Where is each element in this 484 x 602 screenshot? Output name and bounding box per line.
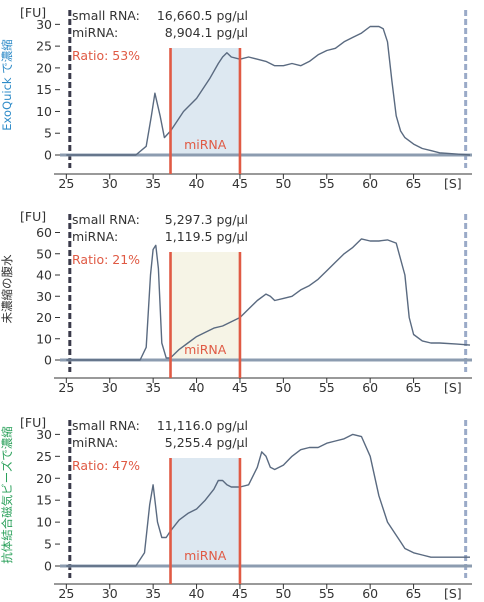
annotation-label: small RNA: [72, 418, 140, 433]
x-unit-label: [S] [444, 586, 462, 601]
y-tick-label: 0 [44, 559, 52, 574]
y-tick-label: 10 [36, 104, 52, 119]
annotation-label: small RNA: [72, 212, 140, 227]
annotation-value: 5,297.3 pg/μl [165, 212, 248, 227]
annotation-value: 5,255.4 pg/μl [165, 435, 248, 450]
electropherogram-trace [66, 433, 470, 567]
electropherogram-trace [66, 25, 471, 156]
y-tick-label: 20 [36, 471, 52, 486]
y-tick-label: 0 [44, 353, 52, 368]
x-tick-label: 25 [58, 380, 74, 395]
annotation-value: 16,660.5 pg/μl [157, 8, 248, 23]
x-tick-label: 40 [189, 380, 205, 395]
annotation-label: small RNA: [72, 8, 140, 23]
annotation-label: miRNA: [72, 435, 118, 450]
x-tick-label: 40 [189, 586, 205, 601]
x-unit-label: [S] [444, 176, 462, 191]
y-tick-label: 20 [36, 60, 52, 75]
y-tick-label: 0 [44, 148, 52, 163]
annotation-value: 1,119.5 pg/μl [165, 229, 248, 244]
x-tick-label: 55 [319, 380, 335, 395]
mirna-window-label: miRNA [184, 548, 227, 563]
sample-side-label: 未濃縮の腹水 [0, 254, 14, 323]
mirna-window-label: miRNA [184, 137, 227, 152]
y-tick-label: 30 [36, 427, 52, 442]
y-tick-label: 30 [36, 17, 52, 32]
x-tick-label: 65 [406, 176, 422, 191]
y-unit-label: [FU] [20, 415, 46, 430]
annotation-label: miRNA: [72, 229, 118, 244]
annotation-value: 11,116.0 pg/μl [157, 418, 248, 433]
x-tick-label: 30 [102, 380, 118, 395]
x-tick-label: 60 [362, 586, 378, 601]
x-tick-label: 50 [275, 586, 291, 601]
x-tick-label: 30 [102, 176, 118, 191]
x-tick-label: 65 [406, 586, 422, 601]
y-unit-label: [FU] [20, 5, 46, 20]
x-tick-label: 25 [58, 176, 74, 191]
sample-side-label: 抗体結合磁気ビーズで濃縮 [0, 426, 14, 563]
y-tick-label: 5 [44, 537, 52, 552]
y-tick-label: 10 [36, 331, 52, 346]
x-tick-label: 35 [145, 586, 161, 601]
ratio-label: Ratio: 53% [72, 48, 140, 63]
x-tick-label: 50 [275, 380, 291, 395]
electropherogram-trace [66, 238, 471, 361]
y-tick-label: 25 [36, 39, 52, 54]
x-tick-label: 60 [362, 380, 378, 395]
y-tick-label: 25 [36, 449, 52, 464]
x-unit-label: [S] [444, 380, 462, 395]
mirna-window-fill [170, 458, 240, 566]
y-tick-label: 50 [36, 246, 52, 261]
y-tick-label: 15 [36, 493, 52, 508]
x-tick-label: 55 [319, 586, 335, 601]
y-tick-label: 10 [36, 515, 52, 530]
ratio-label: Ratio: 21% [72, 252, 140, 267]
y-tick-label: 5 [44, 126, 52, 141]
x-tick-label: 25 [58, 586, 74, 601]
x-tick-label: 40 [189, 176, 205, 191]
x-tick-label: 60 [362, 176, 378, 191]
x-tick-label: 50 [275, 176, 291, 191]
mirna-window-label: miRNA [184, 342, 227, 357]
y-tick-label: 40 [36, 268, 52, 283]
x-tick-label: 35 [145, 380, 161, 395]
x-tick-label: 45 [232, 380, 248, 395]
ratio-label: Ratio: 47% [72, 458, 140, 473]
x-tick-label: 35 [145, 176, 161, 191]
x-tick-label: 45 [232, 586, 248, 601]
y-tick-label: 20 [36, 310, 52, 325]
x-tick-label: 55 [319, 176, 335, 191]
sample-side-label: ExoQuick で濃縮 [0, 39, 14, 130]
y-tick-label: 30 [36, 289, 52, 304]
annotation-label: miRNA: [72, 25, 118, 40]
x-tick-label: 30 [102, 586, 118, 601]
y-tick-label: 15 [36, 82, 52, 97]
mirna-window-fill [170, 252, 240, 360]
y-unit-label: [FU] [20, 209, 46, 224]
x-tick-label: 45 [232, 176, 248, 191]
mirna-window-fill [170, 48, 240, 155]
annotation-value: 8,904.1 pg/μl [165, 25, 248, 40]
y-tick-label: 60 [36, 225, 52, 240]
x-tick-label: 65 [406, 380, 422, 395]
